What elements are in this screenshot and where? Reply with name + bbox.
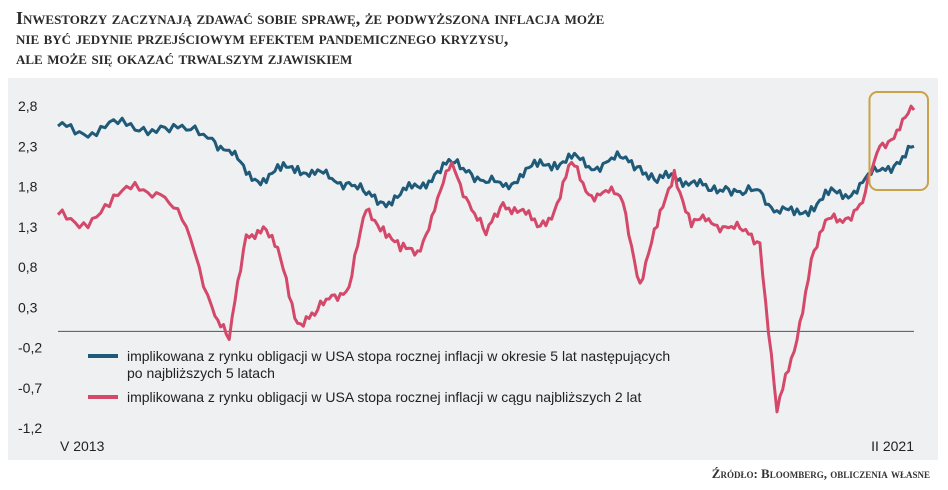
y-tick-label: 0,3: [18, 299, 38, 315]
line-chart: 2,8 2,3 1,8 1,3 0,8 0,3 -0,2 -0,7 -1,2 implikowa…: [18, 91, 929, 454]
y-tick-label: 0,8: [18, 259, 38, 275]
y-axis: 2,8 2,3 1,8 1,3 0,8 0,3 -0,2 -0,7 -1,2: [18, 98, 42, 436]
title-line-3: ale może się okazać trwalszym zjawiskiem: [16, 48, 353, 68]
y-tick-label: -0,7: [18, 380, 42, 396]
legend-label-5y5y-line1: implikowana z rynku obligacji w USA stop…: [127, 348, 670, 364]
y-tick-label: -1,2: [18, 420, 42, 436]
chart-title: Inwestorzy zaczynają zdawać sobie sprawę…: [16, 8, 916, 68]
series-5y5y-line: [57, 116, 915, 218]
title-line-2: nie być jedynie przejściowym efektem pan…: [16, 28, 509, 48]
y-tick-label: -0,2: [18, 340, 42, 356]
title-line-1: Inwestorzy zaczynają zdawać sobie sprawę…: [16, 8, 605, 28]
x-start-label: V 2013: [60, 438, 105, 454]
y-tick-label: 1,3: [18, 219, 38, 235]
highlight-box: [868, 91, 929, 191]
y-tick-label: 1,8: [18, 179, 38, 195]
legend-label-5y5y-line2: po najbliższych 5 latach: [127, 365, 275, 381]
chart-panel: [8, 78, 938, 460]
source-note: Źródło: Bloomberg, obliczenia własne: [711, 466, 930, 481]
x-end-label: II 2021: [871, 438, 914, 454]
legend: implikowana z rynku obligacji w USA stop…: [88, 348, 670, 405]
legend-label-2y: implikowana z rynku obligacji w USA stop…: [127, 389, 641, 405]
y-tick-label: 2,8: [18, 98, 38, 114]
series-2y-line: [56, 104, 916, 414]
y-tick-label: 2,3: [18, 138, 38, 154]
